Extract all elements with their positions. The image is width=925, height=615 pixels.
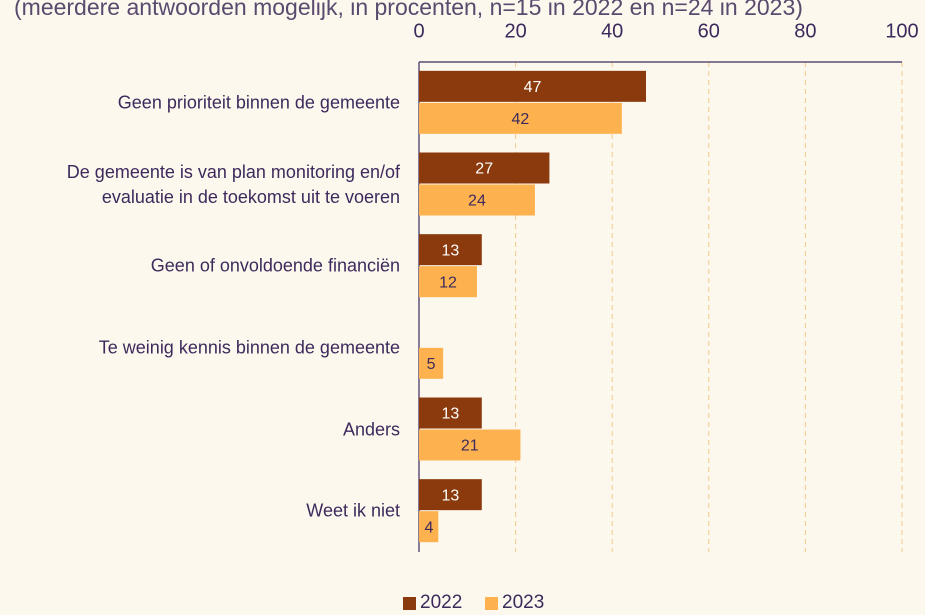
legend-label: 2023 bbox=[502, 592, 545, 613]
value-label: 4 bbox=[425, 519, 434, 536]
value-label: 12 bbox=[439, 274, 457, 291]
value-label: 13 bbox=[441, 406, 459, 423]
bar bbox=[419, 479, 482, 511]
category-label: Geen of onvoldoende financiën bbox=[150, 255, 400, 276]
bar bbox=[419, 184, 535, 216]
value-label: 13 bbox=[441, 487, 459, 504]
legend-label: 2022 bbox=[420, 592, 463, 613]
category-label: Weet ik niet bbox=[306, 500, 400, 521]
x-tick-label: 0 bbox=[413, 20, 424, 42]
bar bbox=[419, 429, 521, 461]
category-label: Geen prioriteit binnen de gemeente bbox=[117, 92, 400, 113]
x-tick-label: 80 bbox=[794, 20, 816, 42]
legend-item: 2022 bbox=[403, 592, 462, 614]
bar bbox=[419, 70, 647, 102]
bar bbox=[419, 347, 444, 379]
bar bbox=[419, 152, 550, 184]
value-label: 5 bbox=[427, 356, 436, 373]
value-label: 27 bbox=[475, 161, 493, 178]
category-label: Anders bbox=[342, 419, 400, 439]
category-label: De gemeente is van plan monitoring en/of… bbox=[66, 161, 400, 207]
value-label: 42 bbox=[512, 111, 530, 128]
legend-swatch bbox=[485, 596, 498, 610]
category-label: Te weinig kennis binnen de gemeente bbox=[98, 337, 400, 358]
bar bbox=[419, 102, 622, 134]
bar bbox=[419, 234, 482, 266]
value-label: 24 bbox=[468, 193, 486, 210]
value-label: 13 bbox=[441, 242, 459, 259]
subtitle: (meerdere antwoorden mogelijk, in procen… bbox=[14, 0, 803, 20]
x-tick-label: 20 bbox=[504, 20, 526, 42]
x-tick-label: 100 bbox=[885, 20, 918, 42]
bar bbox=[419, 266, 477, 298]
x-tick-label: 60 bbox=[698, 20, 720, 42]
bar bbox=[419, 397, 482, 429]
x-tick-label: 40 bbox=[601, 20, 623, 42]
bar bbox=[419, 511, 439, 543]
value-label: 21 bbox=[461, 438, 479, 455]
value-label: 47 bbox=[524, 79, 542, 96]
legend-item: 2023 bbox=[485, 592, 544, 614]
legend-swatch bbox=[403, 596, 416, 610]
